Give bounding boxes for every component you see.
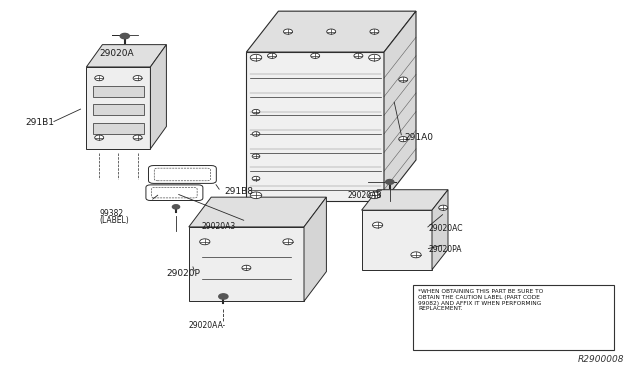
Circle shape <box>250 54 262 61</box>
Circle shape <box>219 294 228 299</box>
Text: 29020A3: 29020A3 <box>202 222 236 231</box>
Circle shape <box>354 53 363 58</box>
Circle shape <box>252 132 260 136</box>
Circle shape <box>399 137 408 142</box>
Text: R2900008: R2900008 <box>577 355 624 364</box>
Text: 29020A: 29020A <box>99 49 134 58</box>
Circle shape <box>268 53 276 58</box>
Polygon shape <box>246 11 416 52</box>
Circle shape <box>372 222 383 228</box>
Bar <box>362 210 432 270</box>
Circle shape <box>399 77 408 82</box>
Text: 29020AC: 29020AC <box>429 224 463 233</box>
Circle shape <box>252 176 260 181</box>
Text: *WHEN OBTAINING THIS PART BE SURE TO
OBTAIN THE CAUTION LABEL (PART CODE
99082) : *WHEN OBTAINING THIS PART BE SURE TO OBT… <box>418 289 543 311</box>
Circle shape <box>369 192 380 199</box>
FancyBboxPatch shape <box>154 168 211 181</box>
Circle shape <box>370 29 379 34</box>
Circle shape <box>411 252 421 258</box>
FancyBboxPatch shape <box>148 166 216 183</box>
Bar <box>86 67 150 149</box>
FancyBboxPatch shape <box>146 185 203 201</box>
Text: (LABEL): (LABEL) <box>99 216 129 225</box>
FancyBboxPatch shape <box>152 187 197 198</box>
Text: 29020PA: 29020PA <box>429 245 462 254</box>
Circle shape <box>438 205 448 211</box>
Polygon shape <box>86 45 166 67</box>
Bar <box>93 86 144 97</box>
Polygon shape <box>362 190 448 210</box>
Circle shape <box>386 180 394 184</box>
Bar <box>413 285 614 350</box>
Circle shape <box>120 33 129 39</box>
Polygon shape <box>384 11 416 201</box>
Circle shape <box>252 109 260 114</box>
Polygon shape <box>189 197 326 227</box>
Circle shape <box>326 29 336 34</box>
Bar <box>93 123 144 134</box>
Bar <box>189 227 304 301</box>
Text: 29020AA: 29020AA <box>189 321 223 330</box>
Circle shape <box>311 53 320 58</box>
Circle shape <box>172 205 180 209</box>
Circle shape <box>242 265 251 270</box>
Text: 29020AB: 29020AB <box>348 191 382 200</box>
Text: 291A0: 291A0 <box>404 133 433 142</box>
Polygon shape <box>432 190 448 270</box>
Polygon shape <box>150 45 166 149</box>
Bar <box>93 104 144 115</box>
Circle shape <box>133 76 142 81</box>
Circle shape <box>200 239 210 245</box>
Circle shape <box>95 135 104 140</box>
Circle shape <box>284 29 292 34</box>
Circle shape <box>252 154 260 158</box>
Text: 29020P: 29020P <box>166 269 200 278</box>
Circle shape <box>283 239 293 245</box>
Circle shape <box>250 192 262 199</box>
Text: 291B8: 291B8 <box>224 187 253 196</box>
Text: 99382: 99382 <box>99 209 124 218</box>
Text: 291B1: 291B1 <box>26 118 54 127</box>
Circle shape <box>95 76 104 81</box>
Polygon shape <box>304 197 326 301</box>
Circle shape <box>369 54 380 61</box>
Circle shape <box>133 135 142 140</box>
Bar <box>246 52 384 201</box>
